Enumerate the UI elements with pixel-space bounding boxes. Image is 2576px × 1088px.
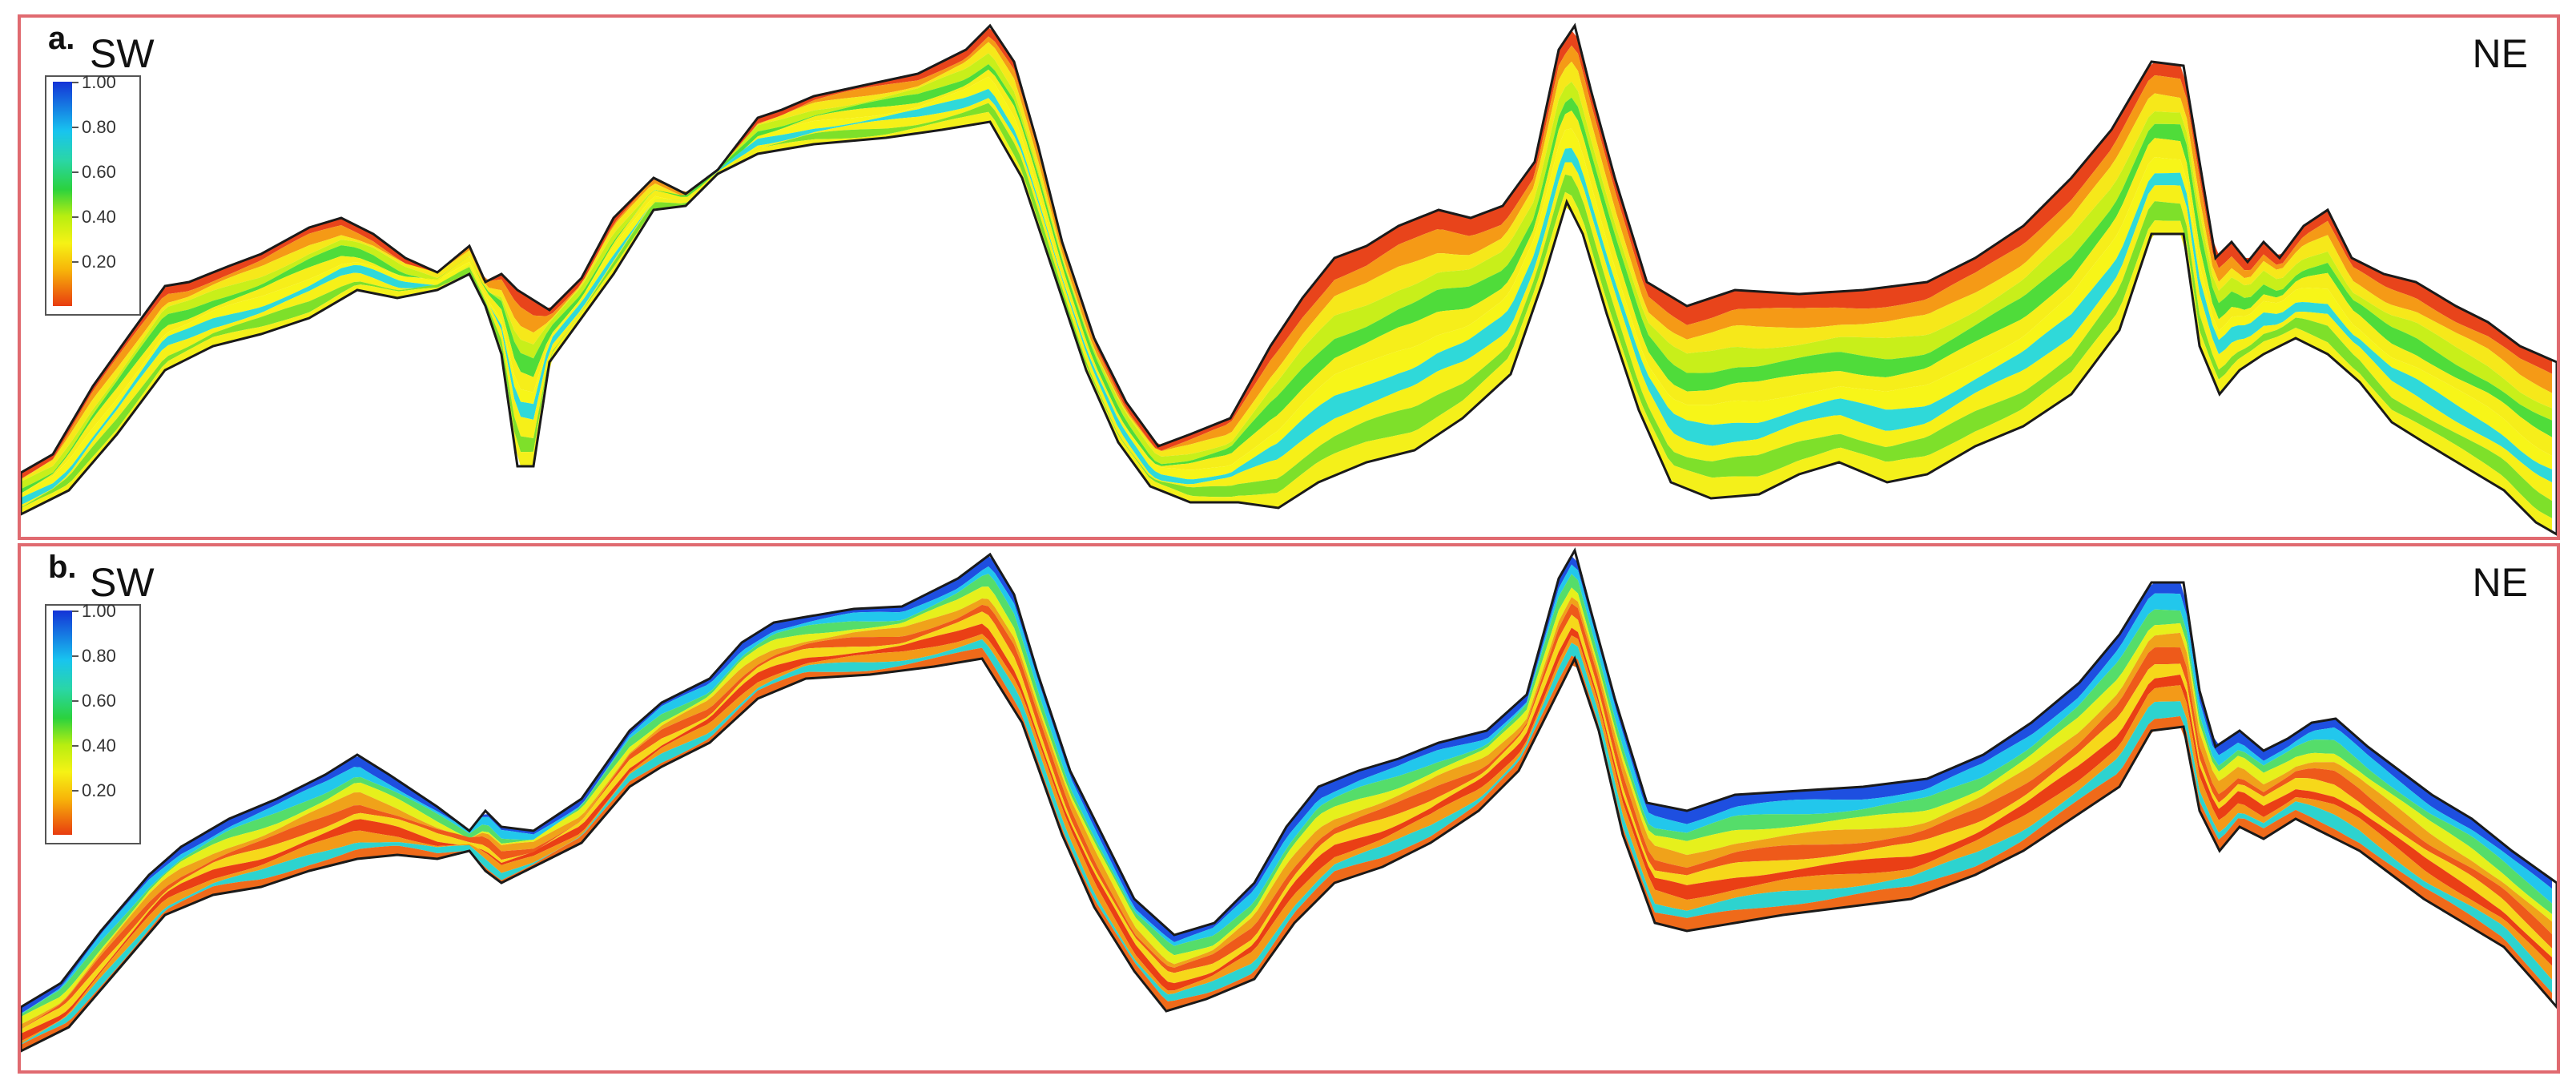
colorbar-tick: 0.20 (82, 252, 116, 272)
colorbar-tick: 1.00 (82, 601, 116, 621)
colorbar-tick: 0.40 (82, 735, 116, 756)
section-outline (21, 547, 2557, 1053)
ne-label: NE (2472, 31, 2528, 76)
ne-label: NE (2472, 560, 2528, 605)
horizon-band (21, 69, 2552, 494)
seismic-section-b (21, 547, 2557, 1053)
colorbar-legend: 1.00 0.80 0.60 0.40 0.20 (45, 72, 141, 316)
colorbar-gradient (53, 610, 72, 835)
horizon-band (21, 611, 2552, 1034)
colorbar-tick: 0.80 (82, 117, 116, 137)
colorbar-tick: 0.60 (82, 691, 116, 711)
seismic-section-a (21, 22, 2557, 536)
colorbar-tick: 0.80 (82, 646, 116, 666)
panel-letter: a. (48, 21, 75, 56)
panel-a: a. SW NE 1.00 0.80 0.60 0.40 0.20 (18, 14, 2560, 540)
colorbar-tick: 0.60 (82, 162, 116, 182)
horizon-band (21, 103, 2552, 518)
sw-label: SW (90, 560, 155, 605)
section-outline (21, 22, 2557, 536)
horizon-band (21, 53, 2552, 490)
horizon-band (21, 76, 2552, 498)
panel-letter: b. (48, 550, 77, 585)
horizon-band (21, 64, 2552, 494)
colorbar-tick: 0.40 (82, 207, 116, 227)
colorbar-legend: 1.00 0.80 0.60 0.40 0.20 (45, 601, 141, 844)
colorbar-tick: 1.00 (82, 72, 116, 92)
colorbar-tick: 0.20 (82, 780, 116, 800)
sw-label: SW (90, 31, 155, 76)
colorbar-gradient (53, 82, 72, 306)
panel-b: b. SW NE 1.00 0.80 0.60 0.40 0.20 (18, 543, 2560, 1074)
